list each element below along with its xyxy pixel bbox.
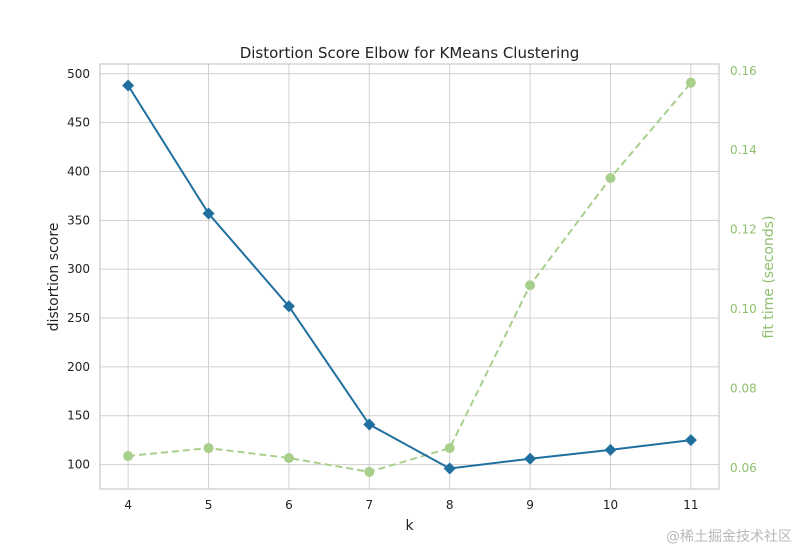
y-axis-ticks: 100 150 200 250 300 350 400 450 500 bbox=[67, 67, 90, 472]
fit-time-marker bbox=[525, 280, 536, 291]
fit-time-line bbox=[128, 82, 692, 473]
fit-time-marker bbox=[605, 172, 616, 183]
distortion-marker bbox=[684, 434, 697, 447]
y-tick-label: 400 bbox=[67, 164, 90, 178]
y2-axis-ticks: 0.06 0.08 0.10 0.12 0.14 0.16 bbox=[730, 64, 757, 475]
distortion-marker bbox=[443, 462, 456, 475]
y2-tick-label: 0.14 bbox=[730, 143, 757, 157]
x-tick-label: 8 bbox=[446, 498, 454, 512]
x-tick-label: 7 bbox=[365, 498, 373, 512]
y-tick-label: 150 bbox=[67, 409, 90, 423]
y2-tick-label: 0.06 bbox=[730, 461, 757, 475]
fit-time-marker bbox=[283, 453, 294, 464]
distortion-marker bbox=[363, 418, 376, 431]
fit-time-marker bbox=[203, 443, 214, 454]
x-tick-label: 6 bbox=[285, 498, 293, 512]
x-tick-label: 11 bbox=[683, 498, 698, 512]
x-tick-label: 4 bbox=[124, 498, 132, 512]
plot-frame bbox=[99, 63, 720, 490]
y-tick-label: 200 bbox=[67, 360, 90, 374]
x-axis-ticks: 4 5 6 7 8 9 10 11 bbox=[124, 498, 698, 512]
x-tick-label: 9 bbox=[526, 498, 534, 512]
fit-time-marker bbox=[123, 451, 134, 462]
fit-time-marker bbox=[685, 77, 696, 88]
distortion-marker bbox=[122, 79, 135, 92]
distortion-line bbox=[127, 84, 692, 470]
y2-tick-label: 0.12 bbox=[730, 223, 757, 237]
watermark-text: @稀土掘金技术社区 bbox=[666, 529, 792, 545]
grid bbox=[100, 64, 719, 489]
distortion-marker bbox=[524, 452, 537, 465]
x-tick-label: 10 bbox=[603, 498, 618, 512]
y-tick-label: 100 bbox=[67, 458, 90, 472]
y-tick-label: 450 bbox=[67, 116, 90, 130]
y2-tick-label: 0.08 bbox=[730, 382, 757, 396]
x-tick-label: 5 bbox=[205, 498, 213, 512]
y-axis-label: distortion score bbox=[46, 223, 62, 332]
series bbox=[122, 77, 697, 477]
y-tick-label: 300 bbox=[67, 262, 90, 276]
fit-time-marker bbox=[364, 466, 375, 477]
y2-tick-label: 0.10 bbox=[730, 302, 757, 316]
y2-axis-label: fit time (seconds) bbox=[761, 216, 777, 339]
fit-time-marker bbox=[444, 443, 455, 454]
y2-tick-label: 0.16 bbox=[730, 64, 757, 78]
y-tick-label: 250 bbox=[67, 311, 90, 325]
y-tick-label: 500 bbox=[67, 67, 90, 81]
distortion-marker bbox=[282, 300, 295, 313]
chart-title: Distortion Score Elbow for KMeans Cluste… bbox=[240, 44, 580, 62]
distortion-marker bbox=[604, 443, 617, 456]
y-tick-label: 350 bbox=[67, 213, 90, 227]
distortion-marker bbox=[202, 207, 215, 220]
x-axis-label: k bbox=[405, 518, 414, 534]
